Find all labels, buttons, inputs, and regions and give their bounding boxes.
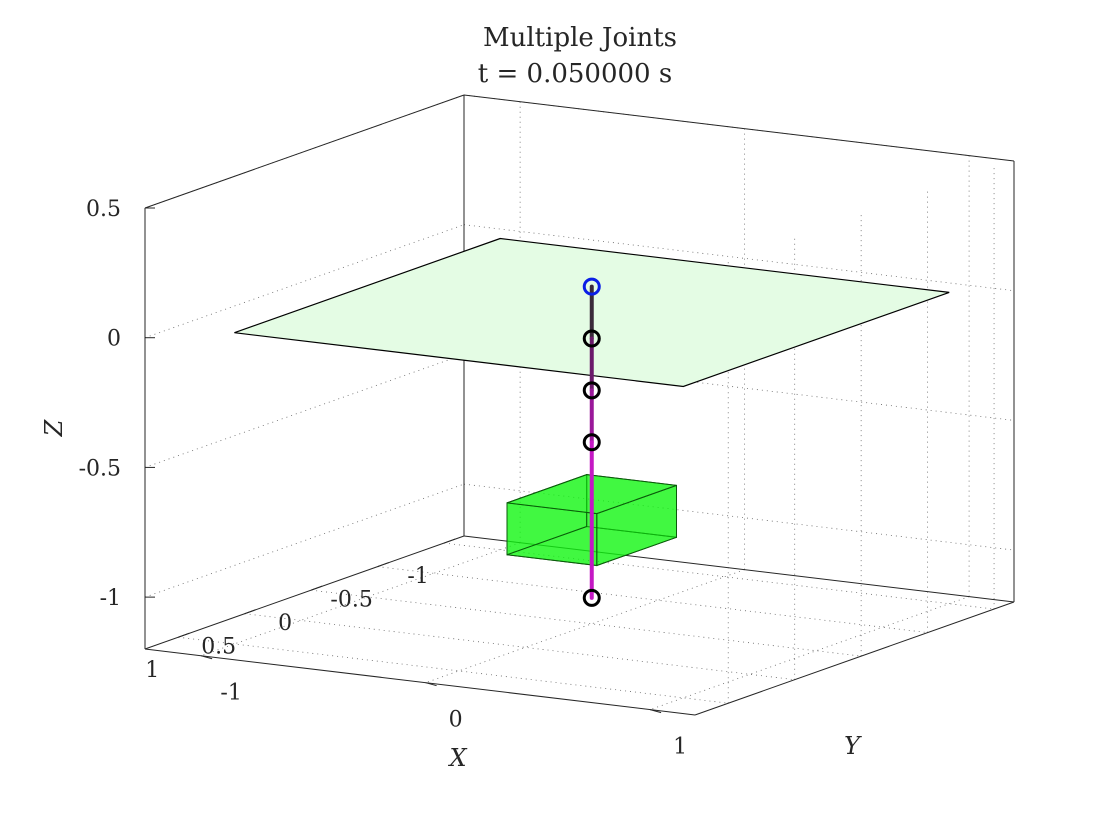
z-tick-label: -1 [100,586,121,611]
grid-z-wall-a-1 [144,354,465,468]
z-axis-label: Z [40,418,68,437]
chart-title-line2: t = 0.050000 s [478,59,672,89]
box-edge-8 [694,601,1015,716]
y-tick-mark [200,655,213,660]
grid-x-floor-4 [178,636,729,704]
box-edge-2 [463,94,1015,162]
x-tick-label: 0.5 [201,635,236,660]
x-tick-label: 1 [145,658,159,683]
y-tick-mark [649,709,662,714]
tick-layer: -1 -0.5 0 0.5 -1 -0.5 0 0.5 1 -1 0 1 [79,197,688,760]
joint-layer [582,277,601,607]
y-tick-label: -1 [220,681,241,706]
z-tick-label: 0 [107,327,121,352]
y-tick-mark [425,682,437,687]
x-tick-label: -1 [407,564,428,589]
y-tick-label: 0 [449,708,463,733]
x-tick-label: -0.5 [330,588,372,613]
joint-marker-1 [582,329,601,348]
x-tick-mark [244,609,256,615]
grid-y-floor-2 [649,596,970,710]
grid-x-floor-1 [377,566,928,634]
box-edge-1 [144,94,465,209]
joint-marker-4 [582,588,601,607]
grid-lines [144,94,1015,710]
x-tick-mark [178,632,190,638]
x-tick-mark [310,585,323,591]
x-tick-label: 0 [278,611,292,636]
box-edge-4 [144,535,465,650]
x-axis-label: X [447,744,467,772]
joint-marker-2 [582,381,601,400]
z-tick-label: 0.5 [86,197,121,222]
x-tick-mark [443,538,456,544]
z-tick-label: -0.5 [79,456,121,481]
chart-title-line1: Multiple Joints [483,23,677,53]
box-edge-7 [144,648,696,716]
grid-y-floor-1 [425,569,745,684]
grid-x-floor-3 [244,613,795,681]
base-joint-marker [582,277,601,296]
y-axis-label: Y [844,732,862,760]
y-tick-label: 1 [673,735,687,760]
x-tick-mark [377,562,389,568]
block-layer [506,473,677,567]
joint-marker-3 [582,433,601,452]
